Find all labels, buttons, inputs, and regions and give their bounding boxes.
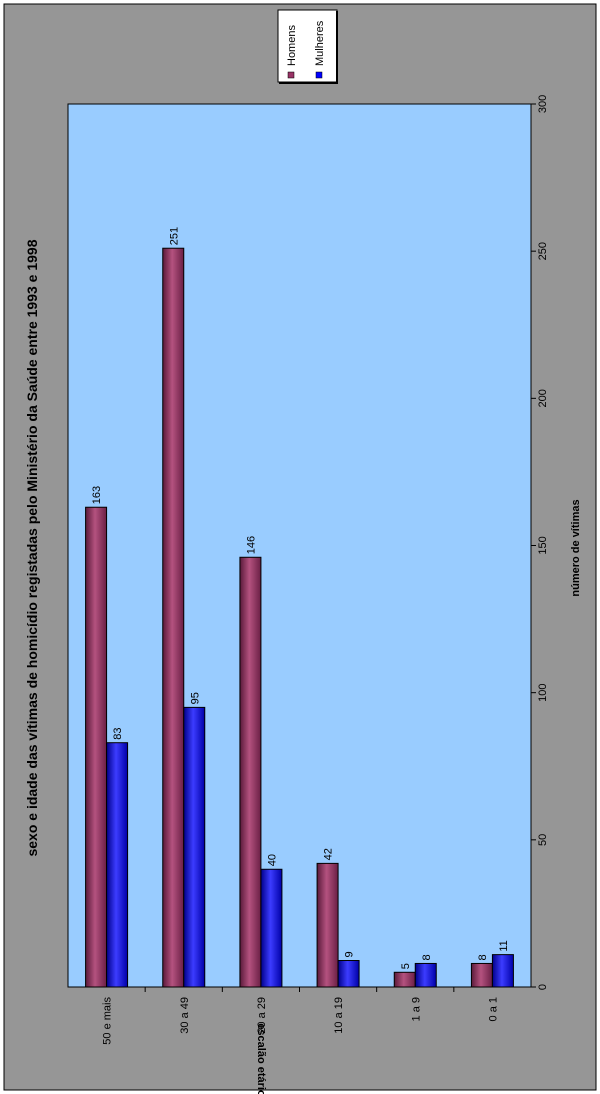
- category-label: 1 a 9: [410, 997, 422, 1021]
- legend-label-mulheres: Mulheres: [314, 20, 326, 66]
- value-tick-label: 0: [537, 984, 549, 990]
- data-label: 42: [323, 848, 335, 860]
- value-tick-label: 150: [537, 536, 549, 554]
- plot-area: [67, 103, 532, 988]
- category-label: 0 a 1: [487, 997, 499, 1021]
- data-label: 251: [168, 227, 180, 245]
- bar-homens-5: [470, 962, 493, 988]
- data-label: 83: [112, 727, 124, 739]
- value-tick-label: 200: [537, 389, 549, 407]
- value-tick-label: 50: [537, 834, 549, 846]
- legend-swatch-homens: [287, 71, 295, 79]
- category-label: 10 a 19: [333, 997, 345, 1034]
- bar-mulheres-4: [414, 962, 437, 988]
- bar-homens-1: [162, 247, 185, 988]
- bar-mulheres-5: [491, 954, 514, 988]
- bar-mulheres-2: [260, 868, 283, 988]
- legend: Homens Mulheres: [277, 9, 338, 84]
- value-tick-label: 100: [537, 683, 549, 701]
- data-label: 11: [498, 940, 510, 951]
- category-label: 20 a 29: [256, 997, 268, 1034]
- value-axis-title: número de vítimas: [570, 499, 582, 596]
- legend-box: [277, 9, 338, 83]
- bar-mulheres-3: [337, 960, 360, 988]
- data-label: 163: [91, 486, 103, 504]
- bar-mulheres-1: [183, 706, 206, 988]
- bar-homens-3: [316, 862, 339, 988]
- value-tick-label: 250: [537, 242, 549, 260]
- chart-title: sexo e idade das vítimas de homicídio re…: [24, 239, 40, 856]
- data-label: 8: [421, 954, 433, 960]
- legend-label-homens: Homens: [286, 25, 298, 66]
- data-label: 8: [477, 954, 489, 960]
- value-axis-ticks: 0 50 100 150 200 250 300: [531, 95, 549, 990]
- category-axis-labels: 50 e mais 30 a 49 20 a 29 10 a 19 1 a 9 0 a 1: [102, 987, 499, 1045]
- data-label: 5: [400, 963, 412, 969]
- data-label: 146: [245, 536, 257, 554]
- category-label: 30 a 49: [179, 997, 191, 1034]
- data-label: 95: [189, 692, 201, 704]
- bar-homens-2: [239, 556, 262, 988]
- data-label: 40: [266, 854, 278, 866]
- category-label: 50 e mais: [102, 997, 114, 1045]
- bar-homens-0: [85, 506, 108, 988]
- bar-mulheres-0: [106, 742, 129, 988]
- legend-swatch-mulheres: [315, 71, 323, 79]
- bars: [85, 247, 514, 988]
- bar-homens-4: [393, 971, 416, 988]
- category-axis-title: escalão etário: [255, 1023, 267, 1094]
- data-label: 9: [344, 951, 356, 957]
- value-tick-label: 300: [537, 95, 549, 113]
